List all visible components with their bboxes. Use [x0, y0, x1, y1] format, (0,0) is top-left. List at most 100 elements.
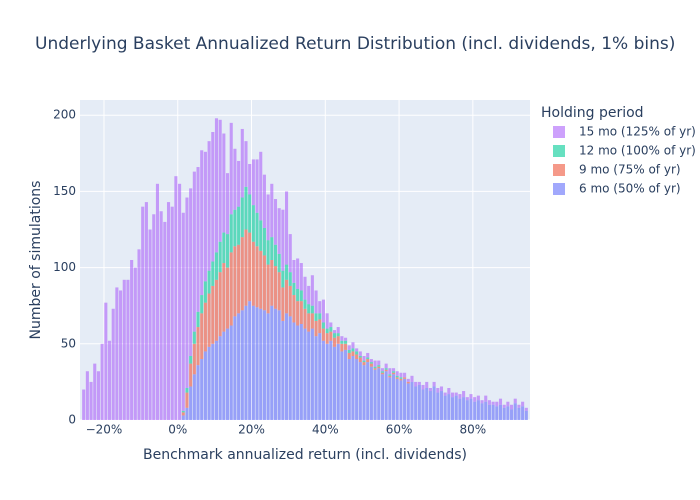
bar	[174, 176, 178, 420]
bar	[314, 336, 318, 420]
bar	[281, 270, 285, 288]
bar	[403, 378, 407, 420]
bar	[406, 378, 410, 382]
bar	[218, 272, 222, 337]
legend: 6 mo (50% of yr) 9 mo (75% of yr) 12 mo (1…	[553, 125, 696, 196]
bar	[314, 320, 318, 337]
bar	[491, 401, 495, 405]
bar	[229, 325, 233, 420]
chart-title: Underlying Basket Annualized Return Dist…	[35, 34, 675, 54]
bar	[506, 401, 510, 407]
bar	[318, 333, 322, 420]
bar	[502, 404, 506, 408]
legend-swatch	[553, 183, 565, 195]
bar	[281, 209, 285, 271]
bar	[273, 308, 278, 420]
bar	[439, 386, 444, 392]
bar	[458, 398, 462, 420]
bar	[366, 352, 370, 358]
bar	[189, 363, 193, 387]
bar	[484, 401, 488, 420]
bar	[185, 388, 189, 393]
bar	[366, 362, 370, 420]
bar	[366, 359, 370, 363]
bar	[314, 290, 318, 314]
bar	[329, 327, 333, 332]
bar	[262, 255, 266, 311]
bar	[152, 214, 156, 420]
bar	[414, 386, 418, 420]
bar	[196, 327, 200, 366]
bar	[380, 368, 385, 372]
bar	[351, 356, 355, 420]
bar	[344, 340, 348, 344]
bar	[450, 392, 455, 398]
bar	[292, 260, 296, 283]
bar	[384, 369, 388, 372]
bar	[214, 252, 219, 280]
bar	[218, 119, 222, 242]
bar	[281, 320, 285, 420]
bar	[200, 150, 204, 296]
bar	[425, 381, 429, 388]
bar	[358, 356, 362, 358]
bar	[262, 228, 266, 256]
bar	[237, 206, 241, 245]
bar	[266, 240, 270, 265]
bar	[329, 340, 333, 420]
bar	[244, 141, 248, 187]
bar	[336, 333, 340, 337]
bar	[203, 351, 207, 420]
bar	[465, 397, 469, 401]
bar	[233, 246, 237, 317]
bar	[340, 336, 344, 341]
bar	[476, 400, 480, 420]
bar	[498, 404, 503, 420]
bar	[218, 336, 222, 420]
bar	[369, 366, 373, 420]
bar	[436, 392, 440, 420]
bar	[259, 220, 263, 251]
bar	[366, 357, 370, 360]
bar	[233, 316, 237, 420]
bar	[325, 333, 329, 344]
bar	[229, 214, 233, 253]
bar	[377, 360, 381, 366]
legend-swatch	[553, 164, 565, 176]
bar	[237, 160, 241, 207]
bar	[462, 397, 466, 420]
bar	[244, 186, 248, 230]
bar	[296, 325, 300, 420]
bar	[166, 202, 171, 420]
bar	[517, 407, 521, 420]
bar	[487, 404, 491, 420]
bar	[211, 343, 215, 420]
bar	[85, 371, 89, 420]
bar	[248, 164, 252, 195]
bar	[307, 331, 311, 420]
bar	[192, 343, 196, 375]
bar	[200, 295, 204, 314]
bar	[513, 398, 517, 404]
bar	[336, 343, 340, 420]
bar	[406, 381, 410, 384]
bar	[329, 331, 333, 341]
bar	[222, 331, 226, 420]
bar	[436, 388, 440, 393]
bar	[380, 372, 385, 375]
bar	[380, 374, 385, 420]
bar	[377, 366, 381, 369]
bar	[181, 212, 185, 411]
bar	[262, 310, 266, 420]
bar	[170, 206, 174, 420]
legend-title: Holding period	[541, 105, 644, 121]
bar	[200, 313, 204, 360]
bar	[240, 237, 244, 311]
bar	[310, 313, 314, 329]
bar	[207, 141, 211, 271]
y-tick-label: 0	[68, 413, 76, 427]
x-tick-label: −20%	[86, 423, 123, 437]
bar	[510, 409, 514, 420]
x-axis-title: Benchmark annualized return (incl. divid…	[143, 447, 467, 463]
